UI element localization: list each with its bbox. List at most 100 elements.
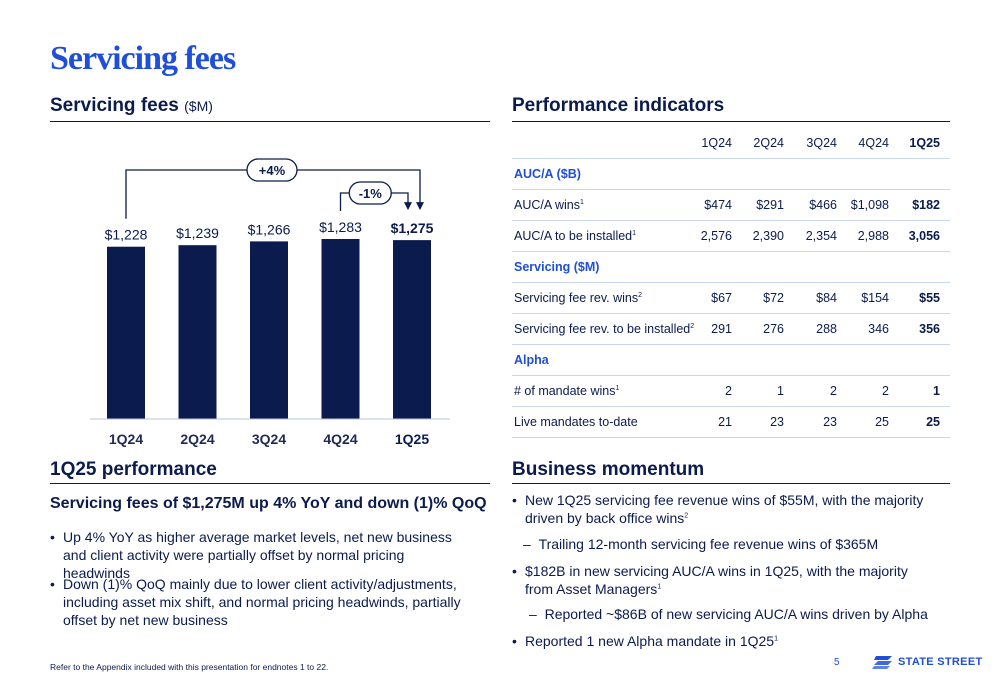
table-cell: $84 xyxy=(816,291,837,305)
column-header: 2Q24 xyxy=(753,136,784,150)
section-label: AUC/A ($B) xyxy=(514,159,581,190)
qoq-arrow xyxy=(404,202,412,211)
bar-value-label: $1,266 xyxy=(248,221,291,237)
table-cell: 2,390 xyxy=(752,229,784,243)
table-cell: 2 xyxy=(882,384,889,398)
performance-bullet-2: • Down (1)% QoQ mainly due to lower clien… xyxy=(50,575,470,629)
table-cell: $55 xyxy=(919,291,940,305)
indicators-title: Performance indicators xyxy=(512,95,725,116)
bar-1Q25 xyxy=(393,240,431,419)
yoy-arrow xyxy=(416,202,424,211)
table-row: Servicing fee rev. to be installed2 291 27… xyxy=(512,314,950,345)
row-label-sup: 1 xyxy=(632,229,637,237)
chart-title: Servicing fees xyxy=(50,95,179,116)
momentum-bullet-1: • New 1Q25 servicing fee revenue wins of … xyxy=(512,492,924,526)
table-cell: $466 xyxy=(809,198,837,212)
performance-headline: Servicing fees of $1,275M up 4% YoY and … xyxy=(50,495,487,512)
table-cell: $1,098 xyxy=(850,198,889,212)
performance-bullet-2-text: Down (1)% QoQ mainly due to lower client… xyxy=(63,576,461,628)
column-header: 4Q24 xyxy=(858,136,889,150)
table-cell: 276 xyxy=(763,322,784,336)
chart-unit: ($M) xyxy=(184,98,213,114)
performance-title: 1Q25 performance xyxy=(50,459,217,480)
bar-1Q24 xyxy=(107,246,145,419)
bar-2Q24 xyxy=(178,245,217,419)
momentum-sub-1: – Trailing 12-month servicing fee revenu… xyxy=(523,536,879,552)
table-cell: 1 xyxy=(777,384,784,398)
table-cell: $291 xyxy=(756,198,784,212)
table-section-row: Servicing ($M) xyxy=(512,252,950,283)
table-cell: 23 xyxy=(770,415,784,429)
yoy-change-pill xyxy=(246,158,298,182)
momentum-bullet-3-sup: 1 xyxy=(774,635,778,643)
row-label: Servicing fee rev. wins2 xyxy=(514,283,642,314)
column-header: 1Q24 xyxy=(701,136,732,150)
x-tick-label: 1Q25 xyxy=(395,431,429,447)
bar-value-label: $1,283 xyxy=(319,219,362,235)
momentum-bullet-2: • $182B in new servicing AUC/A wins in 1Q… xyxy=(512,563,908,597)
momentum-bullet-3: • Reported 1 new Alpha mandate in 1Q251 xyxy=(512,633,778,649)
column-header: 3Q24 xyxy=(806,136,837,150)
table-cell: 25 xyxy=(926,415,940,429)
table-cell: 2,988 xyxy=(857,229,889,243)
table-header-row: 1Q24 2Q24 3Q24 4Q24 1Q25 xyxy=(512,128,950,159)
chart-section-rule xyxy=(50,121,490,122)
page-number: 5 xyxy=(834,657,840,668)
row-label-text: AUC/A wins xyxy=(514,198,580,212)
table-cell: 3,056 xyxy=(908,229,940,243)
section-label: Servicing ($M) xyxy=(514,252,599,283)
momentum-sub-2-text: Reported ~$86B of new servicing AUC/A wi… xyxy=(544,606,928,622)
footnote: Refer to the Appendix included with this… xyxy=(50,662,329,672)
momentum-sub-2: – Reported ~$86B of new servicing AUC/A … xyxy=(529,606,928,622)
table-cell: $154 xyxy=(861,291,889,305)
row-label-text: Alpha xyxy=(514,353,549,367)
brand-name: STATE STREET xyxy=(898,656,983,668)
table-cell: 21 xyxy=(718,415,732,429)
x-tick-label: 3Q24 xyxy=(252,431,286,447)
performance-rule xyxy=(50,483,490,484)
row-label-sup: 2 xyxy=(638,291,643,299)
table-cell: $72 xyxy=(763,291,784,305)
row-label: AUC/A wins1 xyxy=(514,190,584,221)
momentum-bullet-2-text: $182B in new servicing AUC/A wins in 1Q2… xyxy=(525,563,908,597)
performance-indicators-table: 1Q24 2Q24 3Q24 4Q24 1Q25 AUC/A ($B) AUC/A wins… xyxy=(512,128,950,438)
row-label: AUC/A to be installed1 xyxy=(514,221,636,252)
section-label: Alpha xyxy=(514,345,549,376)
table-cell: $474 xyxy=(704,198,732,212)
momentum-sub-1-text: Trailing 12-month servicing fee revenue … xyxy=(538,536,879,552)
chart-section-title: Servicing fees ($M) xyxy=(50,95,213,117)
momentum-bullet-3-text: Reported 1 new Alpha mandate in 1Q25 xyxy=(525,633,775,649)
momentum-rule xyxy=(512,483,950,484)
row-label-sup: 1 xyxy=(580,198,584,206)
indicators-rule xyxy=(512,121,950,122)
qoq-change-pill xyxy=(348,181,392,205)
x-tick-label: 1Q24 xyxy=(109,431,143,447)
bar-value-label: $1,228 xyxy=(105,227,148,243)
row-label-sup: 1 xyxy=(615,384,620,392)
momentum-bullet-1-sup: 2 xyxy=(684,512,689,520)
bar-3Q24 xyxy=(250,241,288,419)
row-label-text: AUC/A ($B) xyxy=(514,167,581,181)
performance-bullet-1: • Up 4% YoY as higher average market leve… xyxy=(50,528,470,582)
bar-4Q24 xyxy=(321,239,360,419)
row-label-text: Servicing fee rev. wins xyxy=(514,291,639,305)
table-cell: 25 xyxy=(875,415,889,429)
row-label-text: Live mandates to-date xyxy=(514,415,638,429)
state-street-mark-icon xyxy=(872,656,892,669)
performance-bullet-1-text: Up 4% YoY as higher average market level… xyxy=(63,529,452,581)
table-cell: 2,354 xyxy=(805,229,837,243)
page-title: Servicing fees xyxy=(50,40,236,77)
row-label: # of mandate wins1 xyxy=(514,376,619,407)
table-section-row: AUC/A ($B) xyxy=(512,159,950,190)
servicing-fees-chart: $1,228 1Q24 $1,239 2Q24 $1,266 3Q24 $1,283 4Q24… xyxy=(90,158,450,447)
x-tick-label: 4Q24 xyxy=(323,431,357,447)
momentum-bullet-1-text: New 1Q25 servicing fee revenue wins of $… xyxy=(525,492,924,526)
row-label-text: AUC/A to be installed xyxy=(514,229,633,243)
table-cell: $67 xyxy=(711,291,732,305)
table-section-row: Alpha xyxy=(512,345,950,376)
row-label-text: # of mandate wins xyxy=(514,384,616,398)
table-cell: $182 xyxy=(912,198,940,212)
table-cell: 23 xyxy=(823,415,837,429)
row-label: Servicing fee rev. to be installed2 xyxy=(514,314,694,345)
row-label: Live mandates to-date xyxy=(514,407,638,438)
